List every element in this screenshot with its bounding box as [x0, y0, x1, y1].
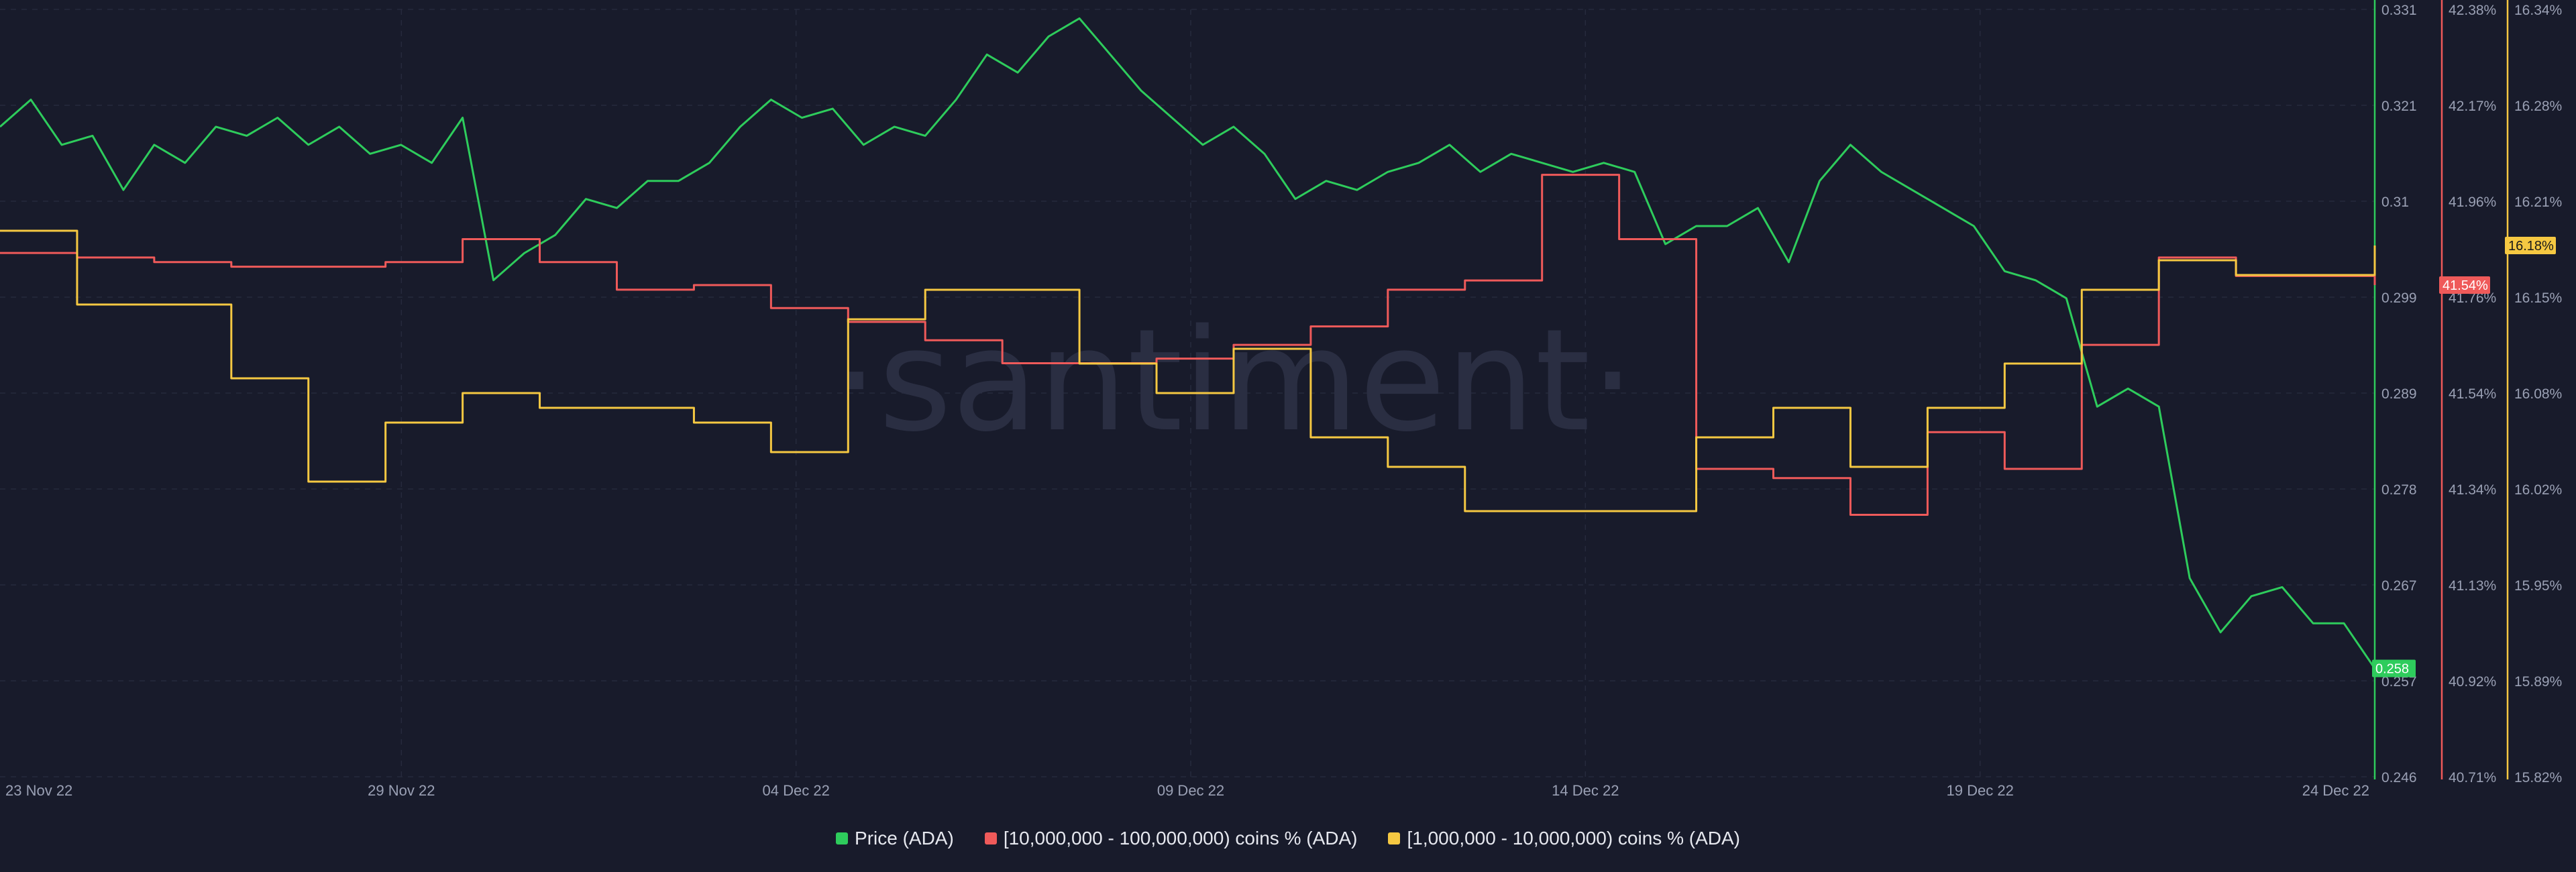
- y-tick-label: 16.02%: [2514, 482, 2562, 498]
- y-tick-label: 15.95%: [2514, 578, 2562, 594]
- legend-swatch-green: [836, 832, 849, 844]
- y-tick-label: 15.89%: [2514, 674, 2562, 690]
- series-line-2: [0, 229, 2376, 512]
- value-badge-holders_1m_10m: [2505, 237, 2556, 254]
- legend-label-1m-10m: [1,000,000 - 10,000,000) coins % (ADA): [1407, 828, 1740, 849]
- y-tick-label: 15.82%: [2514, 770, 2562, 785]
- legend-item-10m-100m[interactable]: [10,000,000 - 100,000,000) coins % (ADA): [984, 828, 1358, 849]
- value-badge-label-price: 0.258: [2375, 661, 2409, 676]
- value-badge-label-holders_1m_10m: 16.18%: [2508, 239, 2554, 254]
- y-tick-label: 0.267: [2381, 578, 2417, 594]
- legend-item-1m-10m[interactable]: [1,000,000 - 10,000,000) coins % (ADA): [1388, 828, 1740, 849]
- value-badge-holders_10m_100m: [2439, 276, 2490, 294]
- y-tick-label: 0.257: [2381, 674, 2417, 690]
- y-tick-label: 16.28%: [2514, 99, 2562, 114]
- x-tick-label: 14 Dec 22: [1552, 782, 1619, 799]
- y-tick-label: 42.17%: [2449, 99, 2496, 114]
- y-tick-label: 16.34%: [2514, 3, 2562, 18]
- x-tick-label: 19 Dec 22: [1947, 782, 2014, 799]
- y-tick-label: 16.21%: [2514, 195, 2562, 210]
- y-tick-label: 0.321: [2381, 99, 2417, 114]
- y-tick-label: 40.71%: [2449, 770, 2496, 785]
- legend-label-10m-100m: [10,000,000 - 100,000,000) coins % (ADA): [1003, 828, 1358, 849]
- y-tick-label: 41.54%: [2449, 386, 2496, 402]
- y-tick-label: 42.38%: [2449, 3, 2496, 18]
- y-tick-label: 0.246: [2381, 770, 2417, 785]
- x-tick-label: 04 Dec 22: [763, 782, 830, 799]
- legend-swatch-yellow: [1388, 832, 1401, 844]
- legend-label-price: Price (ADA): [855, 828, 954, 849]
- y-tick-label: 0.299: [2381, 290, 2417, 306]
- chart-legend: Price (ADA) [10,000,000 - 100,000,000) c…: [0, 824, 2576, 853]
- y-tick-label: 0.289: [2381, 386, 2417, 402]
- x-tick-label: 29 Nov 22: [368, 782, 435, 799]
- y-tick-label: 41.13%: [2449, 578, 2496, 594]
- y-tick-label: 0.331: [2381, 3, 2417, 18]
- x-tick-label: 23 Nov 22: [5, 782, 72, 799]
- value-badge-price: [2372, 659, 2416, 677]
- series-line-0: [0, 17, 2376, 669]
- legend-swatch-red: [984, 832, 997, 844]
- legend-item-price[interactable]: Price (ADA): [836, 828, 954, 849]
- y-tick-label: 0.278: [2381, 482, 2417, 498]
- y-tick-label: 16.08%: [2514, 386, 2562, 402]
- y-tick-label: 40.92%: [2449, 674, 2496, 690]
- x-tick-label: 09 Dec 22: [1157, 782, 1224, 799]
- y-tick-label: 41.76%: [2449, 290, 2496, 306]
- y-tick-label: 41.34%: [2449, 482, 2496, 498]
- x-tick-label: 24 Dec 22: [2302, 782, 2369, 799]
- y-tick-label: 0.31: [2381, 195, 2409, 210]
- value-badge-label-holders_10m_100m: 41.54%: [2443, 278, 2488, 293]
- y-tick-label: 16.15%: [2514, 290, 2562, 306]
- y-tick-label: 41.96%: [2449, 195, 2496, 210]
